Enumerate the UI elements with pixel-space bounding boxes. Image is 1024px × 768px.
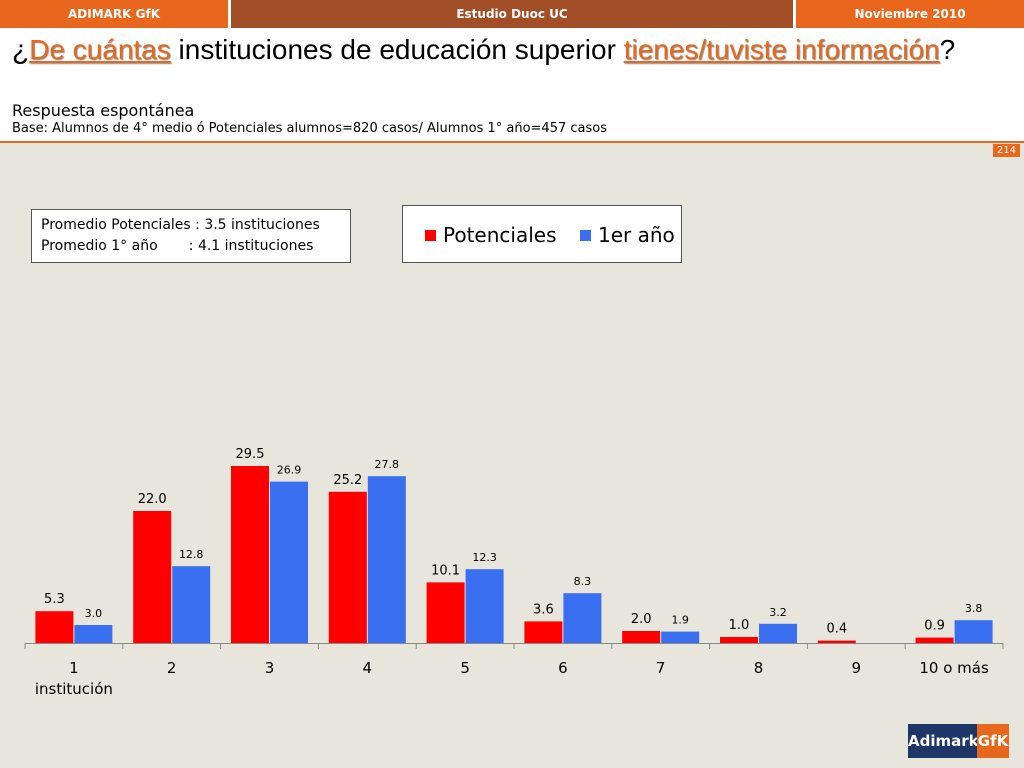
header-divider — [0, 141, 1024, 143]
study-label: Estudio Duoc UC — [231, 0, 793, 28]
bar-potenciales — [231, 466, 269, 643]
title-open-mark: ¿ — [12, 34, 30, 65]
bar-1er-ano — [465, 569, 504, 643]
slide-title: ¿De cuántas instituciones de educación s… — [12, 34, 1002, 65]
bar-1er-ano — [74, 625, 113, 643]
data-label-1er-ano: 3.8 — [965, 602, 983, 615]
data-label-potenciales: 5.3 — [44, 592, 65, 607]
data-label-potenciales: 29.5 — [236, 447, 265, 462]
data-label-potenciales: 2.0 — [631, 612, 652, 627]
bar-potenciales — [915, 637, 954, 643]
bar-potenciales — [426, 582, 465, 643]
legend-label-potenciales: Potenciales — [443, 223, 557, 247]
data-label-1er-ano: 3.2 — [769, 606, 787, 619]
bar-potenciales — [328, 491, 367, 643]
title-close-mark: ? — [939, 34, 956, 65]
legend-swatch-potenciales — [425, 229, 436, 241]
data-label-potenciales: 10.1 — [431, 563, 460, 578]
data-label-potenciales: 3.6 — [533, 602, 554, 617]
data-label-potenciales: 0.4 — [826, 622, 847, 637]
legend-item-potenciales: Potenciales — [425, 223, 557, 247]
x-tick-label: 8 — [754, 659, 764, 677]
data-label-1er-ano: 12.3 — [472, 551, 497, 564]
logo-adimark: Adimark — [908, 724, 979, 758]
legend-swatch-1er-ano — [580, 229, 591, 241]
slide-header: ¿De cuántas instituciones de educación s… — [0, 28, 1024, 142]
bar-1er-ano — [954, 620, 993, 643]
bar-1er-ano — [367, 476, 406, 643]
data-label-potenciales: 25.2 — [333, 473, 362, 488]
bar-1er-ano — [563, 593, 602, 643]
x-tick-label: 10 o más — [919, 659, 989, 677]
data-label-1er-ano: 12.8 — [179, 548, 204, 561]
data-label-1er-ano: 1.9 — [671, 614, 689, 627]
chart-legend: Potenciales 1er año — [402, 205, 682, 263]
averages-box: Promedio Potenciales : 3.5 instituciones… — [31, 209, 351, 263]
bar-1er-ano — [172, 566, 211, 643]
bar-1er-ano — [759, 623, 797, 643]
page-number: 214 — [992, 144, 1020, 157]
bar-potenciales — [720, 637, 758, 643]
x-tick-label: 9 — [852, 659, 862, 677]
x-tick-label: 5 — [460, 659, 470, 677]
logo-gfk: GfK — [977, 724, 1009, 758]
topbar-separator — [793, 0, 796, 28]
data-label-potenciales: 0.9 — [924, 619, 945, 634]
sample-base: Base: Alumnos de 4° medio ó Potenciales … — [12, 121, 607, 136]
x-tick-label: 6 — [558, 659, 568, 677]
legend-item-1er-ano: 1er año — [580, 223, 675, 247]
x-tick-label: 7 — [656, 659, 666, 677]
data-label-1er-ano: 8.3 — [574, 575, 592, 588]
x-tick-label: 2 — [167, 659, 177, 677]
top-bar: ADIMARK GfK Estudio Duoc UC Noviembre 20… — [0, 0, 1024, 28]
x-tick-label: 3 — [265, 659, 275, 677]
bar-potenciales — [133, 511, 172, 643]
bar-1er-ano — [270, 481, 308, 643]
title-plain: instituciones de educación superior — [170, 34, 624, 65]
bar-potenciales — [524, 621, 563, 643]
x-tick-label: institución — [35, 680, 113, 698]
bar-potenciales — [622, 631, 661, 643]
title-highlight-1: De cuántas — [29, 34, 171, 65]
company-label: ADIMARK GfK — [0, 0, 228, 28]
topbar-separator — [228, 0, 231, 28]
data-label-potenciales: 1.0 — [729, 618, 750, 633]
legend-label-1er-ano: 1er año — [598, 223, 675, 247]
data-label-1er-ano: 26.9 — [277, 464, 302, 477]
data-label-1er-ano: 27.8 — [375, 458, 400, 471]
bar-potenciales — [817, 640, 856, 643]
title-highlight-2: tienes/tuviste información — [623, 34, 940, 65]
data-label-1er-ano: 3.0 — [85, 607, 103, 620]
date-label: Noviembre 2010 — [796, 0, 1024, 28]
bar-potenciales — [35, 611, 74, 643]
x-tick-label: 4 — [363, 659, 373, 677]
bar-1er-ano — [661, 631, 700, 643]
adimark-gfk-logo: Adimark GfK — [908, 724, 1009, 758]
x-tick-label: 1 — [69, 659, 79, 677]
data-label-potenciales: 22.0 — [138, 492, 167, 507]
slide-subtitle: Respuesta espontánea — [12, 101, 195, 120]
